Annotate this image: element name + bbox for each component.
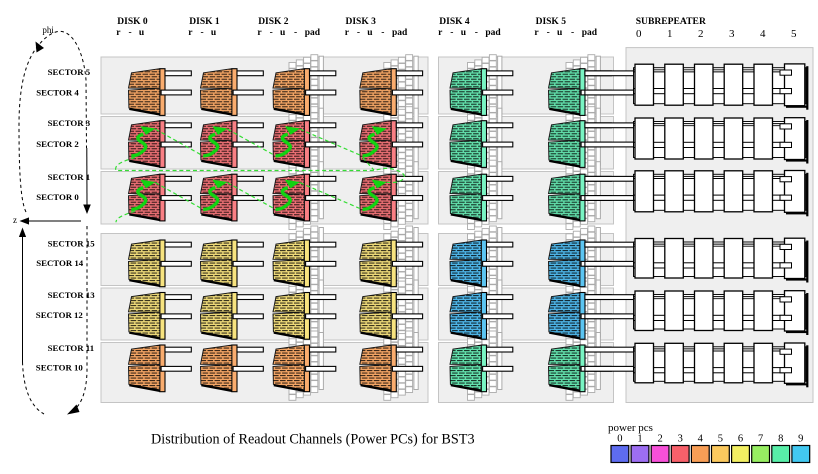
svg-text:r-u: r-u xyxy=(188,28,217,38)
svg-text:SUBREPEATER: SUBREPEATER xyxy=(636,16,707,27)
svg-text:3: 3 xyxy=(678,434,683,445)
svg-text:DISK 2: DISK 2 xyxy=(258,17,289,27)
svg-text:DISK 5: DISK 5 xyxy=(536,17,567,27)
svg-text:0: 0 xyxy=(636,28,642,40)
svg-text:4: 4 xyxy=(760,28,766,40)
svg-text:SECTOR 4: SECTOR 4 xyxy=(36,87,79,97)
svg-text:DISK 0: DISK 0 xyxy=(117,17,148,27)
svg-text:r-u: r-u xyxy=(116,28,145,38)
svg-text:SECTOR 5: SECTOR 5 xyxy=(48,67,91,77)
svg-text:9: 9 xyxy=(798,434,803,445)
svg-text:0: 0 xyxy=(617,434,622,445)
svg-text:SECTOR 2: SECTOR 2 xyxy=(36,139,79,149)
svg-text:SECTOR 13: SECTOR 13 xyxy=(48,290,96,300)
svg-text:phi: phi xyxy=(42,25,54,35)
svg-text:DISK 4: DISK 4 xyxy=(439,17,470,27)
svg-text:DISK 3: DISK 3 xyxy=(346,17,377,27)
svg-text:r-u-pad: r - u - pad xyxy=(534,28,597,38)
svg-text:SECTOR 11: SECTOR 11 xyxy=(48,343,95,353)
svg-text:5: 5 xyxy=(791,28,797,40)
svg-text:6: 6 xyxy=(738,434,743,445)
svg-text:2: 2 xyxy=(657,434,662,445)
svg-text:r-u-pad: r - u - pad xyxy=(345,28,408,38)
svg-text:SECTOR 0: SECTOR 0 xyxy=(36,192,79,202)
svg-text:z: z xyxy=(13,215,17,225)
svg-text:SECTOR 1: SECTOR 1 xyxy=(48,172,91,182)
svg-text:SECTOR 3: SECTOR 3 xyxy=(48,118,91,128)
svg-text:power pcs: power pcs xyxy=(608,422,653,434)
svg-text:SECTOR 14: SECTOR 14 xyxy=(36,258,84,268)
svg-text:3: 3 xyxy=(729,28,735,40)
svg-text:r-u-pad: r - u - pad xyxy=(257,28,320,38)
svg-text:DISK 1: DISK 1 xyxy=(189,17,220,27)
svg-text:1: 1 xyxy=(667,28,673,40)
svg-text:2: 2 xyxy=(698,28,704,40)
svg-text:5: 5 xyxy=(718,434,723,445)
svg-text:4: 4 xyxy=(698,434,704,445)
svg-text:SECTOR 12: SECTOR 12 xyxy=(36,310,84,320)
svg-text:SECTOR 15: SECTOR 15 xyxy=(48,238,96,248)
svg-text:7: 7 xyxy=(758,434,763,445)
svg-text:8: 8 xyxy=(778,434,783,445)
svg-text:r-u-pad: r - u - pad xyxy=(438,28,501,38)
svg-text:SECTOR 10: SECTOR 10 xyxy=(36,363,84,373)
svg-text:1: 1 xyxy=(637,434,642,445)
svg-text:Distribution of Readout Channe: Distribution of Readout Channels (Power … xyxy=(151,431,475,447)
